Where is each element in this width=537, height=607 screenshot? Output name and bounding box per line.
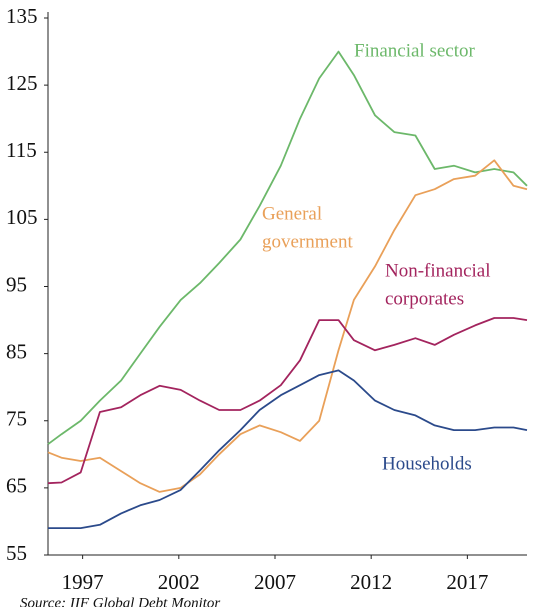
y-tick-label: 125 (6, 71, 38, 95)
x-tick-label: 1997 (62, 570, 104, 594)
x-tick-label: 2017 (446, 570, 488, 594)
y-tick-label: 105 (6, 205, 38, 229)
x-tick-label: 2007 (254, 570, 296, 594)
series-label: government (262, 231, 353, 252)
source-note: Source: IIF Global Debt Monitor (20, 595, 220, 607)
series-label: Financial sector (354, 40, 475, 61)
y-tick-label: 135 (6, 4, 38, 28)
y-tick-label: 55 (6, 541, 27, 565)
series-label: General (262, 203, 322, 224)
x-tick-label: 2002 (158, 570, 200, 594)
y-tick-label: 75 (6, 407, 27, 431)
x-tick-label: 2012 (350, 570, 392, 594)
series-line (47, 317, 528, 485)
series-line (47, 50, 528, 445)
series-line (48, 369, 528, 529)
y-tick-label: 65 (6, 474, 27, 498)
series-label: Non-financial (385, 260, 491, 281)
series-label: corporates (385, 288, 464, 309)
series-line (47, 159, 528, 493)
y-tick-label: 115 (6, 138, 37, 162)
series-label: Households (382, 453, 472, 474)
y-tick-label: 85 (6, 339, 27, 363)
y-tick-label: 95 (6, 272, 27, 296)
